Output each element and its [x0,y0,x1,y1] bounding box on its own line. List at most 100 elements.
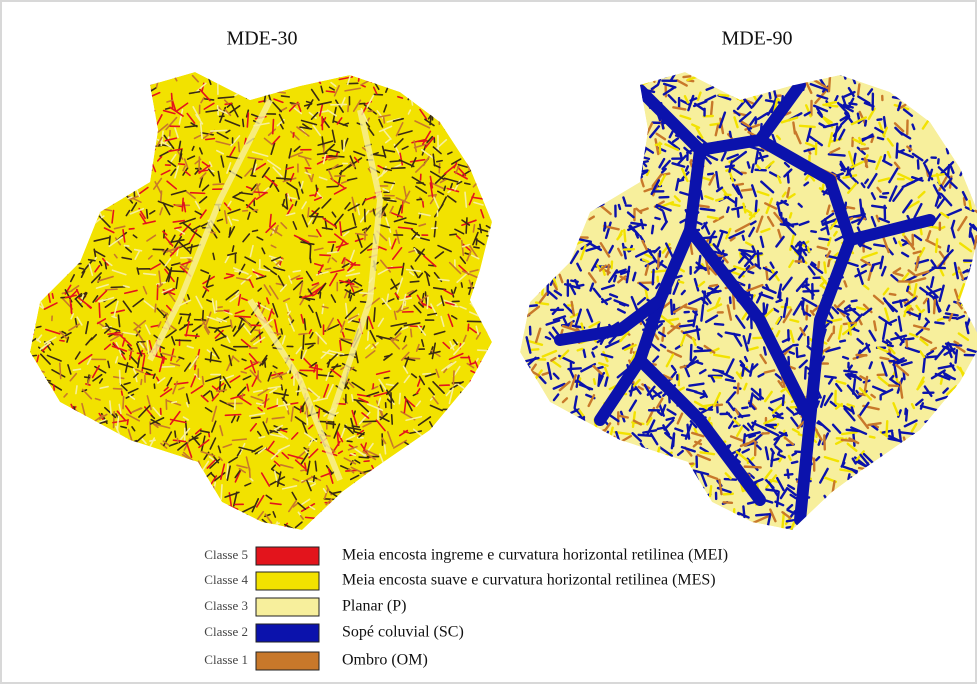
texture [619,205,620,209]
texture [745,467,761,468]
texture [437,161,442,162]
texture [684,76,691,77]
texture [742,407,747,408]
texture [824,435,825,449]
texture [308,208,309,217]
texture [137,342,144,343]
texture [847,207,854,208]
texture [690,162,691,166]
texture [297,278,302,279]
texture [870,437,875,438]
texture [804,291,819,292]
texture [715,324,723,325]
texture [680,153,681,157]
texture [783,395,784,405]
texture [122,391,123,395]
texture [636,234,638,238]
texture [818,262,819,268]
texture [238,142,239,151]
texture [907,287,908,291]
texture [912,404,914,408]
texture [671,300,672,314]
texture [242,394,243,398]
texture [105,263,106,269]
texture [969,201,970,209]
texture [697,362,702,364]
texture [594,379,595,384]
texture [710,285,717,286]
texture [805,368,806,378]
texture [678,180,683,181]
texture [791,224,797,225]
texture [314,476,315,481]
texture [211,130,227,131]
texture [277,178,291,179]
texture [326,268,331,269]
texture [306,517,315,518]
texture [52,294,53,298]
texture [658,428,664,429]
texture [881,358,889,360]
texture [296,391,300,392]
texture [829,154,845,155]
texture [461,283,462,287]
texture [860,200,862,214]
texture [155,304,156,312]
texture [584,350,586,357]
texture [292,104,299,105]
texture [889,385,898,386]
texture [787,527,791,528]
texture [352,395,353,401]
texture [792,462,797,463]
texture [465,183,470,184]
texture [105,289,117,290]
texture [281,329,282,334]
texture [160,367,174,368]
texture [900,432,914,434]
texture [76,386,77,394]
texture [764,347,766,354]
texture [310,216,323,217]
texture [453,371,454,384]
texture [861,148,868,149]
texture [708,174,713,175]
texture [114,389,122,390]
texture [85,377,90,378]
texture [315,461,316,470]
texture [739,415,749,416]
texture [293,133,294,137]
texture [744,434,745,443]
texture [218,307,222,308]
texture [225,415,240,416]
texture [752,165,754,172]
texture [970,228,971,237]
texture [281,385,282,390]
texture [303,335,304,349]
texture [711,102,712,115]
texture [177,439,178,443]
texture [191,193,205,194]
texture [320,292,321,297]
texture [748,271,753,273]
texture [474,247,479,248]
texture [392,415,393,424]
texture [367,316,368,328]
texture [316,185,317,190]
texture [887,421,888,434]
texture [829,76,830,91]
texture [843,357,848,359]
texture [743,236,744,240]
texture [253,230,258,231]
texture [373,209,374,214]
texture [301,351,302,358]
texture [880,197,886,198]
texture [123,397,124,409]
texture [249,468,250,477]
texture [738,384,739,394]
texture [713,377,721,378]
texture [347,441,352,442]
texture [182,198,183,211]
texture [546,337,550,339]
texture [797,355,804,357]
texture [852,301,857,302]
